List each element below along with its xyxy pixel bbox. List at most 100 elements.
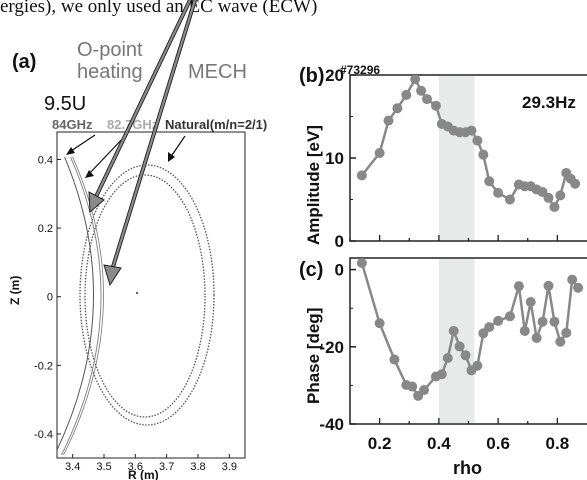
pointer-82-7ghz-head [85,170,94,178]
panel-b-ylabel: Amplitude [eV] [304,125,323,245]
mech-arrow [103,0,197,287]
c-point-27 [561,327,572,338]
c-point-25 [549,316,560,327]
c-point-4 [407,381,418,392]
a-xtick-label-1: 3.5 [96,461,111,473]
annotation-mech: MECH [188,61,247,83]
a-xtick-label-4: 3.8 [190,461,205,473]
frequency-label: 29.3Hz [522,93,576,112]
c-point-16 [484,322,495,333]
panel-c-ylabel: Phase [deg] [304,308,323,404]
c-point-28 [567,274,578,285]
resonance-84ghz [57,157,94,451]
axis-center-dot [136,292,138,294]
c-point-1 [374,318,385,329]
header-text: ergies), we only used an EC wave (ECW) [0,0,317,17]
b-point-0 [356,170,367,181]
b-point-27 [555,190,566,201]
c-point-14 [472,360,483,371]
c-ytick-label-2: -40 [319,415,344,434]
c-point-2 [389,354,400,365]
b-point-3 [392,103,403,114]
c-point-19 [513,281,524,292]
a-ytick-label-1: 0.2 [38,223,53,235]
panel-c-label: (c) [299,259,323,281]
c-point-10 [448,325,459,336]
c-point-21 [525,297,536,308]
a-xtick-label-0: 3.4 [65,461,80,473]
c-xtick-label-0: 0.2 [368,434,392,453]
a-ytick-label-2: 0 [47,292,53,304]
pointer-natural-head [168,152,175,162]
panel-b: (b) #73296 29.3Hz 20 10 0 Amplitude [eV] [299,63,587,251]
b-point-19 [504,194,515,205]
panel-c-xlabel: rho [453,458,482,478]
c-point-22 [531,332,542,343]
panel-a: (a) O-point heating MECH 9.5U 84GHz 82.7… [8,0,267,480]
annotation-82-7ghz: 82.7GHz [107,117,159,132]
c-point-17 [493,315,504,326]
shaded-region-b [438,76,475,240]
c-xtick-label-3: 0.8 [546,434,570,453]
annotation-o-point: O-point [77,39,143,61]
b-ytick-label-2: 0 [335,232,344,251]
b-point-18 [493,187,504,198]
a-xtick-label-5: 3.9 [222,461,237,473]
c-xtick-label-2: 0.6 [486,434,510,453]
annotation-heating: heating [77,61,143,83]
c-ytick-label-0: 0 [335,261,344,280]
b-point-5 [410,75,421,85]
resonance-82-7ghz [60,157,102,455]
natural-surface-outer [79,164,215,426]
c-point-18 [504,311,515,322]
c-ytick-label-1: -20 [319,338,344,357]
b-point-25 [543,192,554,203]
resonance-84ghz-b [63,157,104,455]
natural-surface-inner [84,174,206,418]
panel-c: (c) 0 -20 -40 0.2 0.4 0.6 0.8 Phase [deg] rho [299,257,587,478]
c-xtick-label-1: 0.4 [427,434,451,453]
c-point-26 [555,336,566,347]
c-point-8 [436,369,447,380]
panel-a-ylabel: Z (m) [8,276,22,305]
annotation-95u: 9.5U [44,93,86,115]
b-point-15 [472,135,483,146]
c-point-0 [356,258,367,269]
b-point-14 [466,125,477,136]
b-point-8 [430,100,441,111]
b-point-7 [422,94,433,105]
pointer-82-7ghz [87,134,127,176]
b-point-1 [374,148,385,159]
panel-a-frame [56,131,246,459]
o-point-heating-arrow [88,0,192,214]
c-point-9 [442,352,453,363]
b-point-4 [401,89,412,100]
c-point-23 [537,316,548,327]
c-point-24 [543,280,554,291]
c-point-11 [454,341,465,352]
b-point-6 [416,85,427,96]
panel-b-label: (b) [299,65,325,87]
annotation-natural: Natural(m/n=2/1) [165,117,267,132]
c-point-6 [419,385,430,396]
a-ytick-label-3: -0.2 [34,360,53,372]
c-point-15 [478,328,489,339]
b-ytick-label-1: 10 [325,149,344,168]
b-point-17 [484,176,495,187]
a-xtick-label-2: 3.6 [128,461,143,473]
b-ytick-label-0: 20 [325,66,344,85]
a-xtick-label-3: 3.7 [159,461,174,473]
pointer-84ghz-head [66,147,75,155]
shot-number: #73296 [340,63,380,77]
b-point-26 [549,201,560,212]
a-ytick-label-0: 0.4 [38,154,53,166]
panel-a-label: (a) [12,51,36,73]
b-point-2 [383,115,394,126]
c-point-12 [460,350,471,361]
b-point-16 [478,149,489,160]
pointer-natural [169,135,186,159]
annotation-84ghz: 84GHz [52,117,93,132]
c-point-29 [573,282,584,293]
b-point-30 [570,178,581,189]
